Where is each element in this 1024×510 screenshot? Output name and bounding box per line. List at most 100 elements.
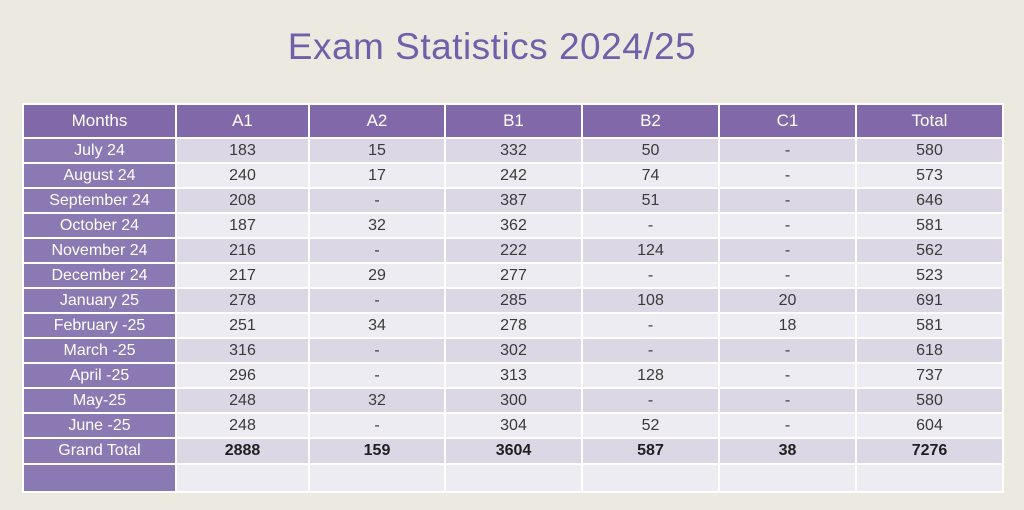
value-cell: - bbox=[718, 412, 857, 439]
header-cell-b1: B1 bbox=[444, 103, 583, 139]
value-cell: 183 bbox=[175, 137, 310, 164]
value-cell: - bbox=[308, 362, 446, 389]
table-header: Months A1 A2 B1 B2 C1 Total bbox=[22, 103, 1004, 139]
value-cell: 580 bbox=[855, 137, 1004, 164]
value-cell: 691 bbox=[855, 287, 1004, 314]
table-row: June -25 248-304 52-604 bbox=[22, 412, 1004, 439]
value-cell: - bbox=[581, 212, 720, 239]
empty-value-cell bbox=[308, 463, 446, 493]
value-cell: 332 bbox=[444, 137, 583, 164]
value-cell: 18 bbox=[718, 312, 857, 339]
value-cell: 222 bbox=[444, 237, 583, 264]
month-label-cell: May-25 bbox=[22, 387, 177, 414]
value-cell: 15 bbox=[308, 137, 446, 164]
table-row: December 24 217 29 277- -523 bbox=[22, 262, 1004, 289]
value-cell: 523 bbox=[855, 262, 1004, 289]
exam-statistics-table: Months A1 A2 B1 B2 C1 Total July 24 183 15 332 50-… bbox=[22, 103, 1004, 493]
month-label-cell: October 24 bbox=[22, 212, 177, 239]
header-cell-total: Total bbox=[855, 103, 1004, 139]
value-cell: 217 bbox=[175, 262, 310, 289]
value-cell: 32 bbox=[308, 212, 446, 239]
value-cell: - bbox=[718, 162, 857, 189]
value-cell: 52 bbox=[581, 412, 720, 439]
empty-row bbox=[22, 463, 1004, 493]
value-cell: - bbox=[718, 187, 857, 214]
value-cell: 216 bbox=[175, 237, 310, 264]
header-cell-b2: B2 bbox=[581, 103, 720, 139]
month-label-cell: February -25 bbox=[22, 312, 177, 339]
value-cell: 737 bbox=[855, 362, 1004, 389]
value-cell: 124 bbox=[581, 237, 720, 264]
empty-value-cell bbox=[444, 463, 583, 493]
value-cell: 17 bbox=[308, 162, 446, 189]
month-label-cell: September 24 bbox=[22, 187, 177, 214]
grand-total-value-cell: 7276 bbox=[855, 437, 1004, 465]
grand-total-value-cell: 2888 bbox=[175, 437, 310, 465]
header-cell-a2: A2 bbox=[308, 103, 446, 139]
value-cell: - bbox=[718, 137, 857, 164]
table-body: July 24 183 15 332 50-580 August 24 240 17 242 74… bbox=[22, 137, 1004, 493]
value-cell: 646 bbox=[855, 187, 1004, 214]
grand-total-value-cell: 159 bbox=[308, 437, 446, 465]
header-cell-a1: A1 bbox=[175, 103, 310, 139]
value-cell: 278 bbox=[444, 312, 583, 339]
value-cell: - bbox=[308, 337, 446, 364]
value-cell: 285 bbox=[444, 287, 583, 314]
table-row: July 24 183 15 332 50-580 bbox=[22, 137, 1004, 164]
value-cell: 604 bbox=[855, 412, 1004, 439]
grand-total-label-cell: Grand Total bbox=[22, 437, 177, 465]
empty-label-cell bbox=[22, 463, 177, 493]
value-cell: 581 bbox=[855, 212, 1004, 239]
value-cell: - bbox=[581, 312, 720, 339]
value-cell: - bbox=[718, 362, 857, 389]
table-row: November 24 216-222 124-562 bbox=[22, 237, 1004, 264]
value-cell: 562 bbox=[855, 237, 1004, 264]
value-cell: 362 bbox=[444, 212, 583, 239]
grand-total-value-cell: 3604 bbox=[444, 437, 583, 465]
slide-title: Exam Statistics 2024/25 bbox=[287, 26, 697, 67]
value-cell: 108 bbox=[581, 287, 720, 314]
value-cell: 242 bbox=[444, 162, 583, 189]
table-row: February -25 251 34 278-18 581 bbox=[22, 312, 1004, 339]
value-cell: 50 bbox=[581, 137, 720, 164]
grand-total-value-cell: 587 bbox=[581, 437, 720, 465]
value-cell: 580 bbox=[855, 387, 1004, 414]
value-cell: - bbox=[308, 412, 446, 439]
header-row: Months A1 A2 B1 B2 C1 Total bbox=[22, 103, 1004, 139]
header-cell-c1: C1 bbox=[718, 103, 857, 139]
value-cell: 128 bbox=[581, 362, 720, 389]
value-cell: 277 bbox=[444, 262, 583, 289]
value-cell: 304 bbox=[444, 412, 583, 439]
value-cell: 313 bbox=[444, 362, 583, 389]
month-label-cell: November 24 bbox=[22, 237, 177, 264]
month-label-cell: March -25 bbox=[22, 337, 177, 364]
empty-value-cell bbox=[175, 463, 310, 493]
month-label-cell: August 24 bbox=[22, 162, 177, 189]
table-row: August 24 240 17 242 74-573 bbox=[22, 162, 1004, 189]
value-cell: 316 bbox=[175, 337, 310, 364]
empty-value-cell bbox=[718, 463, 857, 493]
value-cell: 248 bbox=[175, 412, 310, 439]
header-cell-months: Months bbox=[22, 103, 177, 139]
value-cell: 20 bbox=[718, 287, 857, 314]
empty-value-cell bbox=[581, 463, 720, 493]
value-cell: - bbox=[581, 337, 720, 364]
value-cell: - bbox=[718, 337, 857, 364]
value-cell: 74 bbox=[581, 162, 720, 189]
value-cell: - bbox=[718, 237, 857, 264]
month-label-cell: December 24 bbox=[22, 262, 177, 289]
table-row: September 24 208-387 51-646 bbox=[22, 187, 1004, 214]
table-row: April -25 296-313 128-737 bbox=[22, 362, 1004, 389]
value-cell: 32 bbox=[308, 387, 446, 414]
value-cell: 187 bbox=[175, 212, 310, 239]
value-cell: - bbox=[581, 262, 720, 289]
month-label-cell: April -25 bbox=[22, 362, 177, 389]
value-cell: - bbox=[718, 387, 857, 414]
month-label-cell: June -25 bbox=[22, 412, 177, 439]
month-label-cell: January 25 bbox=[22, 287, 177, 314]
table-row: January 25 278-285 108 20 691 bbox=[22, 287, 1004, 314]
value-cell: - bbox=[581, 387, 720, 414]
value-cell: 302 bbox=[444, 337, 583, 364]
value-cell: 573 bbox=[855, 162, 1004, 189]
